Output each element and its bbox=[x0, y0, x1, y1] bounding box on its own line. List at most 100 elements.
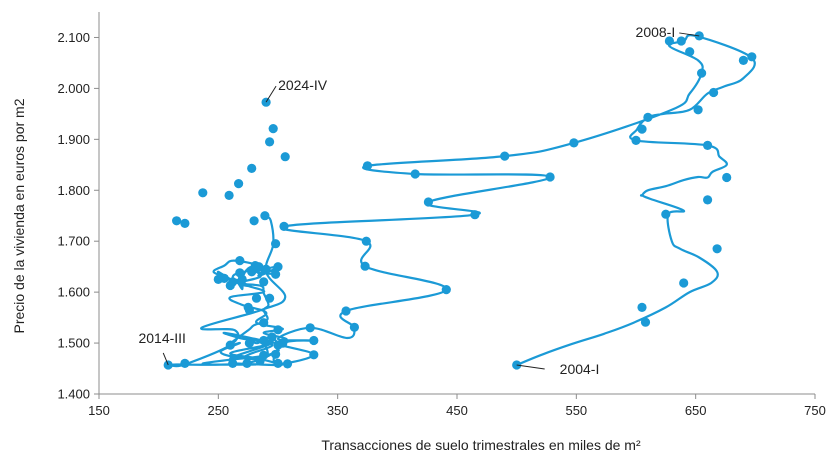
x-tick-label: 250 bbox=[207, 403, 229, 418]
y-tick-label: 1.600 bbox=[57, 285, 90, 300]
annotations: 2004-I 2008-I 2014-III 2024-IV bbox=[138, 24, 700, 377]
data-point bbox=[423, 197, 433, 207]
data-point bbox=[242, 358, 252, 368]
data-point bbox=[247, 163, 257, 173]
data-point bbox=[219, 273, 229, 283]
data-point bbox=[244, 338, 254, 348]
x-axis-title: Transacciones de suelo trimestrales en m… bbox=[321, 437, 641, 453]
data-point bbox=[234, 179, 244, 189]
data-point bbox=[693, 105, 703, 115]
y-tick-label: 1.800 bbox=[57, 183, 90, 198]
data-point bbox=[679, 278, 689, 288]
data-point bbox=[244, 305, 254, 315]
data-point bbox=[251, 293, 262, 303]
annotation-label: 2014-III bbox=[138, 330, 185, 346]
data-point bbox=[172, 216, 182, 226]
data-point bbox=[249, 216, 259, 226]
data-point bbox=[268, 124, 278, 134]
data-point bbox=[180, 358, 190, 368]
data-point bbox=[273, 358, 283, 368]
data-point bbox=[360, 261, 370, 271]
y-tick-label: 1.700 bbox=[57, 234, 90, 249]
data-point bbox=[640, 317, 651, 327]
data-point bbox=[180, 218, 190, 228]
data-point bbox=[643, 112, 653, 122]
annotation-leader bbox=[516, 364, 545, 370]
y-tick-label: 1.900 bbox=[57, 132, 90, 147]
annotation-label: 2004-I bbox=[560, 361, 600, 377]
y-tick-label: 1.400 bbox=[57, 387, 90, 402]
data-point bbox=[280, 152, 290, 162]
data-point bbox=[309, 350, 319, 360]
data-point bbox=[279, 221, 289, 231]
data-point bbox=[309, 335, 319, 346]
data-point bbox=[637, 302, 647, 312]
data-point bbox=[265, 137, 275, 147]
annotation-leader bbox=[265, 85, 277, 103]
data-point bbox=[697, 68, 707, 78]
data-point bbox=[341, 306, 351, 316]
data-point bbox=[703, 140, 713, 150]
x-tick-label: 650 bbox=[685, 403, 707, 418]
data-point bbox=[676, 36, 686, 46]
annotation-label: 2024-IV bbox=[278, 77, 328, 93]
data-point bbox=[747, 52, 757, 62]
data-point bbox=[261, 97, 271, 107]
data-point bbox=[637, 124, 647, 134]
data-point bbox=[664, 36, 675, 46]
data-point bbox=[703, 195, 713, 205]
data-point bbox=[271, 239, 281, 249]
data-point bbox=[259, 318, 269, 328]
data-point bbox=[441, 285, 451, 295]
data-point bbox=[271, 349, 281, 359]
data-point bbox=[722, 172, 732, 183]
data-point bbox=[163, 360, 173, 370]
y-tick-label: 2.000 bbox=[57, 81, 90, 96]
x-tick-label: 150 bbox=[88, 403, 110, 418]
data-point bbox=[305, 323, 315, 333]
x-tick-label: 750 bbox=[804, 403, 826, 418]
series bbox=[170, 34, 756, 368]
data-point bbox=[273, 325, 283, 335]
data-point bbox=[712, 244, 722, 254]
data-point bbox=[631, 135, 641, 145]
annotation-leader bbox=[679, 32, 700, 37]
data-point bbox=[250, 261, 260, 271]
data-point bbox=[261, 264, 271, 274]
data-point bbox=[349, 322, 359, 332]
data-point bbox=[198, 188, 208, 198]
axes: 1.400 1.500 1.600 1.700 1.800 1.900 2.000 2.100… bbox=[57, 12, 826, 418]
y-tick-label: 2.100 bbox=[57, 30, 90, 45]
markers bbox=[163, 31, 757, 370]
data-point bbox=[260, 211, 270, 221]
data-point bbox=[228, 277, 238, 287]
data-point bbox=[545, 172, 555, 182]
data-point bbox=[224, 190, 234, 200]
data-point bbox=[265, 293, 275, 303]
data-point bbox=[273, 262, 283, 272]
annotation-leader bbox=[162, 352, 169, 366]
data-point bbox=[271, 269, 281, 279]
data-point bbox=[228, 358, 238, 368]
data-point bbox=[225, 340, 235, 350]
data-point bbox=[709, 87, 719, 98]
data-point bbox=[410, 169, 420, 179]
data-point bbox=[685, 47, 695, 57]
data-point bbox=[362, 161, 373, 171]
data-point bbox=[569, 138, 579, 148]
data-point bbox=[500, 151, 510, 161]
data-point bbox=[235, 268, 245, 278]
annotation-label: 2008-I bbox=[636, 24, 676, 40]
data-point bbox=[235, 256, 245, 266]
data-point bbox=[470, 210, 480, 220]
data-point bbox=[267, 332, 277, 342]
x-tick-label: 450 bbox=[446, 403, 468, 418]
data-point bbox=[361, 236, 371, 246]
y-tick-label: 1.500 bbox=[57, 336, 90, 351]
x-tick-label: 350 bbox=[327, 403, 349, 418]
data-point bbox=[259, 277, 269, 287]
y-axis-title: Precio de la vivienda en euros por m2 bbox=[11, 98, 27, 333]
data-point bbox=[273, 340, 283, 350]
data-point bbox=[255, 356, 265, 366]
data-point bbox=[738, 55, 749, 65]
